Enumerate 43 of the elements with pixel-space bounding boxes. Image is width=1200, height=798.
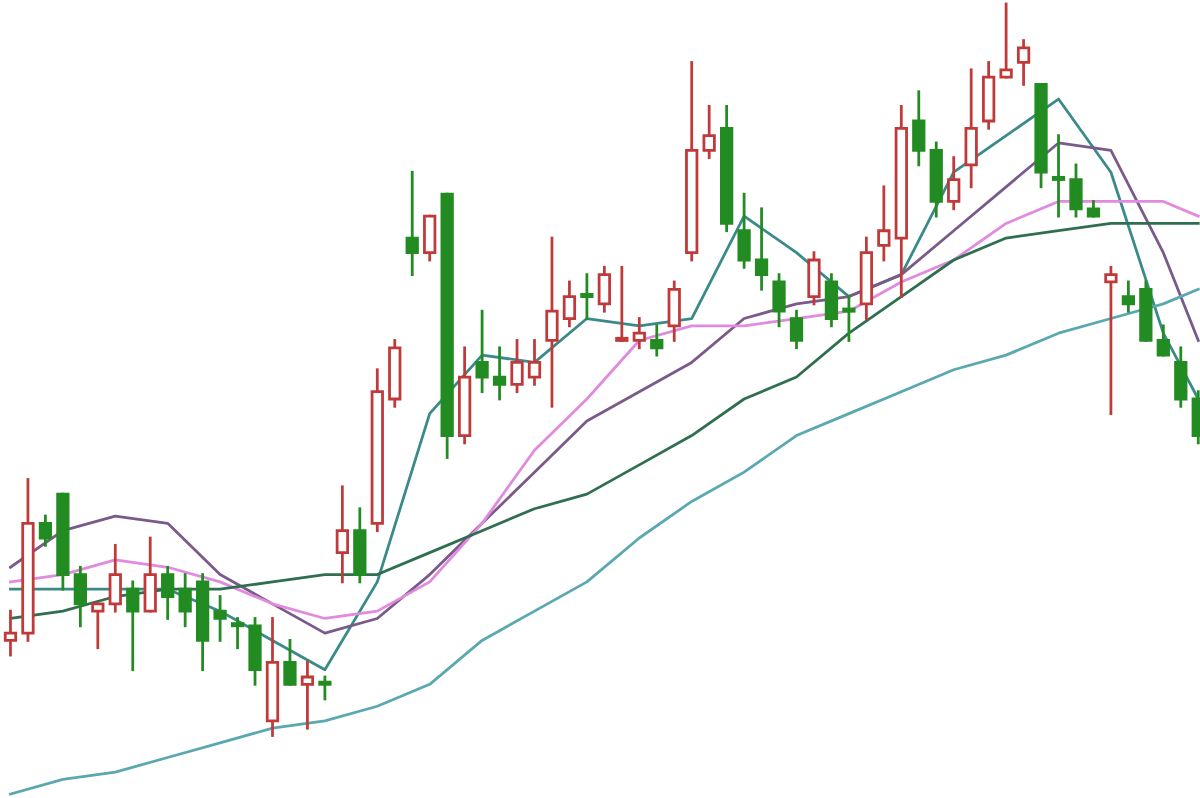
candlestick <box>580 273 594 320</box>
candlestick <box>859 236 874 320</box>
candlestick <box>685 61 699 262</box>
candlestick <box>824 273 839 328</box>
candlestick <box>982 61 996 130</box>
candlestick <box>1051 134 1066 218</box>
candlestick <box>597 265 611 313</box>
candlestick <box>667 280 681 342</box>
candlestick <box>195 573 210 672</box>
candlestick <box>720 104 734 233</box>
candlestick <box>73 565 87 628</box>
candlestick <box>894 104 908 298</box>
candlestick <box>405 170 419 277</box>
candlestick <box>632 317 646 350</box>
candlestick <box>370 368 384 533</box>
candlestick <box>527 339 542 386</box>
candlestick <box>335 485 349 584</box>
candlestick <box>38 514 53 547</box>
candlestick <box>492 346 507 401</box>
candlestick <box>947 156 961 211</box>
candlestick <box>912 90 926 167</box>
candlestick <box>1121 280 1136 313</box>
candlestick <box>1016 39 1031 86</box>
candlestick <box>126 580 140 672</box>
candlestick <box>754 207 769 291</box>
candlestick <box>877 185 891 262</box>
candlestick <box>108 543 122 613</box>
candlestick <box>702 104 716 159</box>
candlestick <box>300 660 315 730</box>
candlestick <box>964 68 978 189</box>
candlestick <box>789 309 804 350</box>
candlestick <box>562 280 577 328</box>
candlestick <box>388 339 402 408</box>
candlestick <box>1174 346 1188 408</box>
candlestick <box>3 609 18 657</box>
candlestick <box>545 236 559 408</box>
candlestick <box>929 141 943 218</box>
candlestick <box>353 507 367 584</box>
candlestick <box>161 565 175 620</box>
candlestick <box>265 617 280 737</box>
candlestick <box>458 346 472 445</box>
candlestick <box>178 573 192 628</box>
candlestick <box>650 324 664 357</box>
